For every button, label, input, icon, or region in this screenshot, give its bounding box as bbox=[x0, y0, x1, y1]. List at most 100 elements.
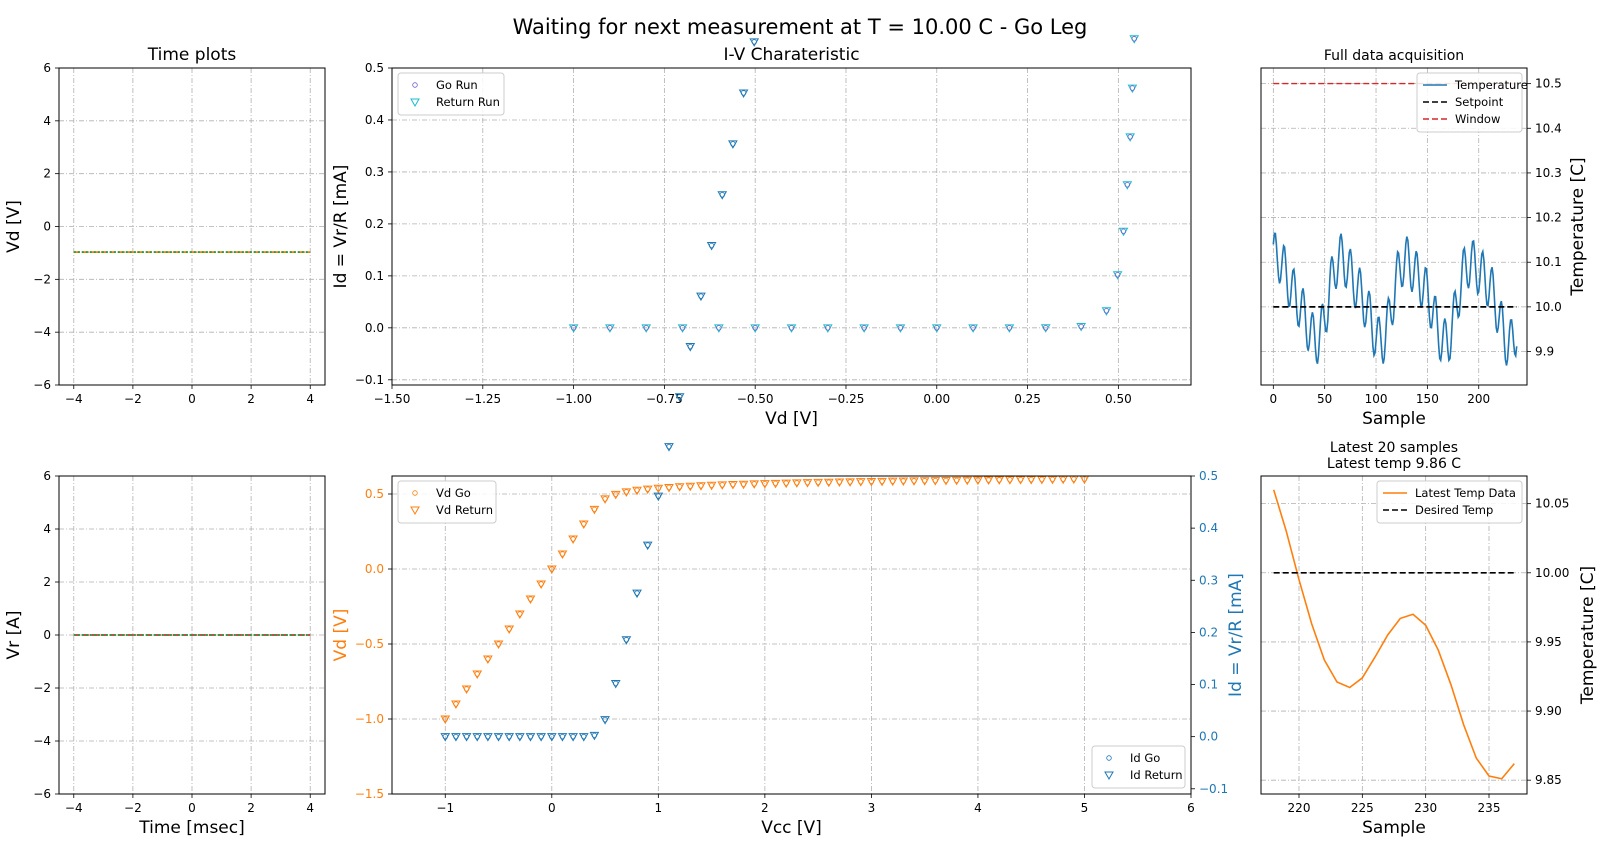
legend-label: Setpoint bbox=[1455, 95, 1504, 109]
y-tick-label: −1.5 bbox=[355, 787, 384, 801]
vd-go-marker bbox=[858, 478, 864, 485]
x-tick-label: 200 bbox=[1467, 392, 1490, 406]
vd-go-marker bbox=[495, 641, 502, 647]
x-tick-label: −4 bbox=[65, 392, 83, 406]
x-tick-label: 4 bbox=[306, 392, 314, 406]
legend-marker bbox=[1106, 755, 1112, 761]
id-go-marker bbox=[740, 90, 747, 96]
y-tick-label: −1.0 bbox=[355, 712, 384, 726]
y-tick-label: 10.1 bbox=[1535, 255, 1562, 269]
vd-go-marker bbox=[453, 701, 459, 707]
vd-go-marker bbox=[900, 478, 907, 484]
vd-go-marker bbox=[1060, 476, 1066, 482]
legend-label: Id Go bbox=[1130, 751, 1160, 765]
y2-tick-label: 0.5 bbox=[1199, 469, 1218, 483]
vd-go-marker bbox=[687, 483, 693, 489]
x-tick-label: 150 bbox=[1416, 392, 1439, 406]
id-go-marker bbox=[698, 293, 704, 299]
y-tick-label: −6 bbox=[33, 787, 51, 801]
panel-full: 0 50 100 150 200 9.9 10.0 10.1 10.2 10.3 10.4 10.5 F… bbox=[1260, 48, 1588, 429]
x-tick-label: 4 bbox=[974, 801, 982, 815]
x-tick-label: −4 bbox=[65, 801, 83, 815]
figure-suptitle: Waiting for next measurement at T = 10.0… bbox=[513, 15, 1088, 39]
iv-go-marker bbox=[788, 325, 795, 331]
x-axis-label: Time [msec] bbox=[138, 818, 245, 838]
x-tick-label: 0.25 bbox=[1014, 392, 1041, 406]
latest-legend bbox=[1376, 480, 1523, 524]
full-legend bbox=[1416, 72, 1523, 133]
vd-go-marker bbox=[666, 484, 672, 491]
panel-iv: −1.50 −1.25 −1.00 −0.75 −0.50 −0.25 0.00 0.25 0.… bbox=[331, 35, 1192, 429]
y-tick-label: 0.5 bbox=[365, 487, 384, 501]
x-tick-label: 1 bbox=[655, 801, 663, 815]
id-go-marker bbox=[517, 733, 523, 740]
legend-label: Latest Temp Data bbox=[1415, 486, 1516, 500]
id-go-marker bbox=[495, 733, 502, 740]
id-legend bbox=[1091, 745, 1186, 789]
x-tick-label: −2 bbox=[124, 801, 142, 815]
x-tick-label: 0 bbox=[188, 392, 196, 406]
vd-go-marker bbox=[1017, 476, 1024, 483]
id-go-marker bbox=[676, 394, 683, 400]
y2-tick-label: 0.0 bbox=[1199, 730, 1218, 744]
id-go-marker bbox=[442, 733, 448, 740]
vd-go-marker bbox=[921, 478, 928, 484]
x-tick-label: 100 bbox=[1365, 392, 1388, 406]
x-tick-label: −1.00 bbox=[555, 392, 592, 406]
vd-go-marker bbox=[751, 481, 757, 487]
panel-time_vr: −4 −2 0 2 4 −6 −4 −2 0 2 4 6 Time [msec] Vr [A] bbox=[4, 469, 326, 838]
x-tick-label: 2 bbox=[247, 392, 255, 406]
y-axis-label: Vr [A] bbox=[4, 611, 24, 660]
y2-tick-label: −0.1 bbox=[1199, 782, 1228, 796]
id-go-marker bbox=[549, 733, 555, 740]
vd-go-marker bbox=[826, 479, 832, 485]
id-go-marker bbox=[666, 443, 672, 450]
vd-go-marker bbox=[847, 479, 853, 485]
y-tick-label: −0.5 bbox=[355, 637, 384, 651]
iv-go-marker bbox=[1114, 272, 1121, 278]
vd-go-marker bbox=[794, 480, 800, 486]
iv-go-marker bbox=[1124, 182, 1131, 188]
y-tick-label: 9.9 bbox=[1535, 345, 1554, 359]
y-tick-label: 10.4 bbox=[1535, 121, 1562, 135]
y-tick-label: 0 bbox=[43, 220, 51, 234]
vd-go-marker bbox=[538, 581, 544, 587]
iv-go-marker bbox=[716, 325, 722, 331]
axes-frame bbox=[1260, 475, 1528, 795]
vd-go-marker bbox=[1071, 476, 1077, 482]
y-tick-label: 10.5 bbox=[1535, 77, 1562, 91]
y-axis-label: Temperature [C] bbox=[1578, 566, 1598, 705]
y2-tick-label: 0.4 bbox=[1199, 521, 1218, 535]
iv-go-marker bbox=[752, 325, 758, 331]
vd-go-marker bbox=[602, 496, 608, 502]
y-tick-label: −0.1 bbox=[355, 373, 384, 387]
iv-go-marker bbox=[1129, 85, 1136, 91]
x-tick-label: 50 bbox=[1317, 392, 1332, 406]
vd-go-marker bbox=[623, 489, 630, 495]
iv-go-marker bbox=[643, 325, 649, 331]
y-tick-label: 10.05 bbox=[1535, 497, 1569, 511]
y-tick-label: 4 bbox=[43, 522, 51, 536]
id-go-marker bbox=[506, 733, 512, 740]
x-tick-label: −1 bbox=[436, 801, 454, 815]
vd-go-marker bbox=[559, 551, 566, 557]
vd-go-marker bbox=[474, 671, 480, 677]
id-go-marker bbox=[751, 39, 757, 45]
vd-go-marker bbox=[804, 479, 811, 486]
id-go-marker bbox=[634, 590, 640, 596]
iv-go-marker bbox=[1120, 228, 1127, 234]
vd-go-marker bbox=[879, 478, 885, 485]
panel-title: I-V Charateristic bbox=[723, 45, 859, 65]
vd-go-marker bbox=[591, 506, 598, 513]
iv-go-marker bbox=[679, 325, 686, 331]
legend-label: Vd Go bbox=[436, 486, 471, 500]
y-tick-label: −6 bbox=[33, 378, 51, 392]
id-go-marker bbox=[591, 732, 598, 739]
legend-label: Id Return bbox=[1130, 768, 1183, 782]
vd-go-marker bbox=[1028, 476, 1034, 483]
x-tick-label: −2 bbox=[124, 392, 142, 406]
legend-label: Return Run bbox=[436, 95, 500, 109]
y2-tick-label: 0.2 bbox=[1199, 625, 1218, 639]
y-tick-label: 9.90 bbox=[1535, 704, 1562, 718]
id-go-marker bbox=[453, 733, 459, 740]
